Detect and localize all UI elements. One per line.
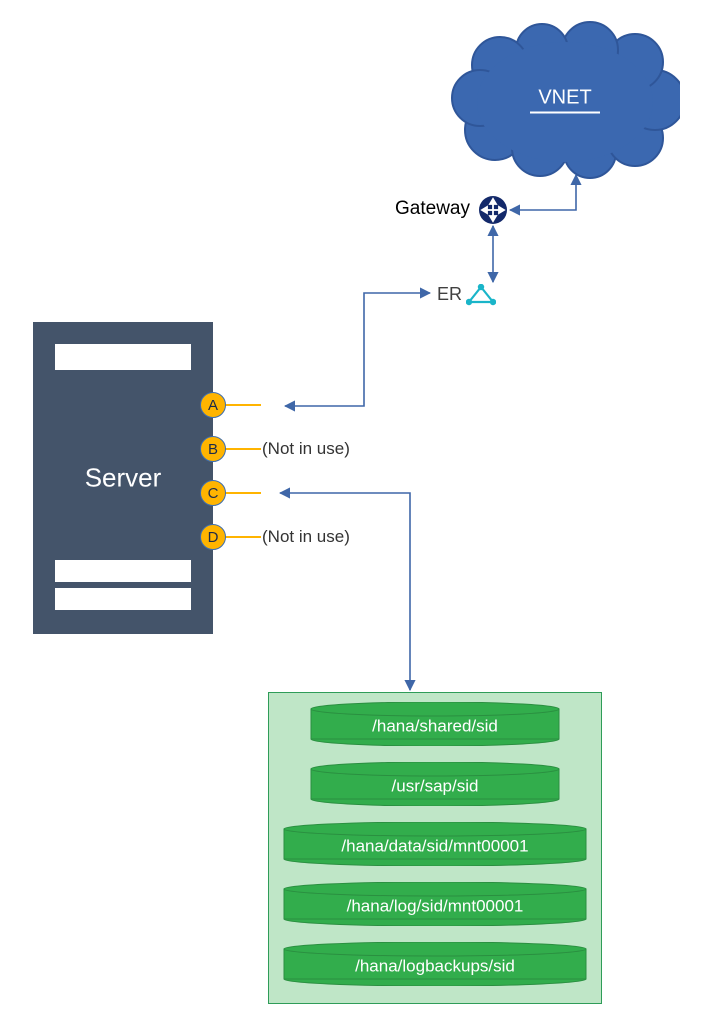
cloud-label: VNET [530, 87, 600, 114]
gateway-label: Gateway [395, 198, 470, 220]
storage-disk: /hana/log/sid/mnt00001 [283, 882, 587, 926]
cloud-node: VNET [450, 20, 680, 180]
diagram-canvas: VNET Gateway ER [0, 0, 722, 1021]
storage-disk: /hana/shared/sid [310, 702, 560, 746]
port-badge-b: B [200, 436, 226, 462]
port-badge-d: D [200, 524, 226, 550]
server-node: Server [33, 322, 213, 634]
storage-disk-label: /hana/data/sid/mnt00001 [341, 838, 528, 855]
wire-cloud-gateway [510, 175, 576, 210]
port-note: (Not in use) [262, 527, 350, 547]
wire-port-c-storage [280, 493, 410, 690]
wire-er-port-a [285, 293, 430, 406]
er-icon [466, 284, 496, 306]
storage-disk-label: /hana/shared/sid [372, 718, 498, 735]
storage-disk-label: /usr/sap/sid [392, 778, 479, 795]
port-badge-a: A [200, 392, 226, 418]
gateway-icon [479, 196, 507, 224]
storage-disk-label: /hana/logbackups/sid [355, 958, 515, 975]
port-note: (Not in use) [262, 439, 350, 459]
storage-disk: /hana/data/sid/mnt00001 [283, 822, 587, 866]
server-label: Server [85, 463, 162, 494]
storage-disk: /usr/sap/sid [310, 762, 560, 806]
storage-disk-label: /hana/log/sid/mnt00001 [347, 898, 524, 915]
storage-disk: /hana/logbackups/sid [283, 942, 587, 986]
er-label: ER [437, 284, 462, 305]
port-badge-c: C [200, 480, 226, 506]
